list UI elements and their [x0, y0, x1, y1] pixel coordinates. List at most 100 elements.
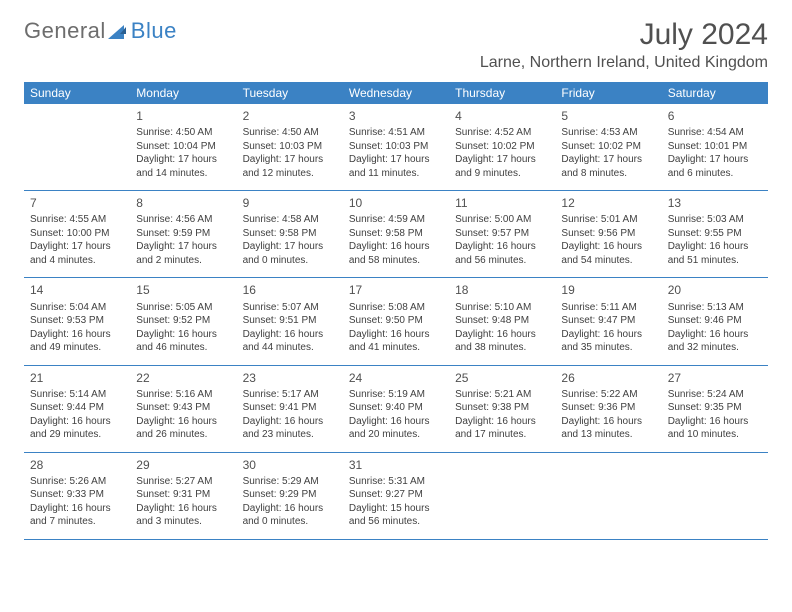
weekday-header: Thursday — [449, 82, 555, 104]
calendar-day-cell: 3 Sunrise: 4:51 AMSunset: 10:03 PMDayligh… — [343, 104, 449, 190]
day-number: 23 — [243, 370, 337, 386]
sunset-line: Sunset: 9:50 PM — [349, 314, 443, 328]
daylight-line: Daylight: 16 hours and 20 minutes. — [349, 415, 443, 442]
weekday-header: Monday — [130, 82, 236, 104]
sunrise-line: Sunrise: 4:52 AM — [455, 126, 549, 140]
sunrise-line: Sunrise: 4:56 AM — [136, 213, 230, 227]
sunset-line: Sunset: 9:55 PM — [668, 227, 762, 241]
calendar-day-cell: 17Sunrise: 5:08 AMSunset: 9:50 PMDayligh… — [343, 278, 449, 364]
daylight-line: Daylight: 16 hours and 54 minutes. — [561, 240, 655, 267]
weekday-header: Saturday — [662, 82, 768, 104]
calendar-day-cell: 29Sunrise: 5:27 AMSunset: 9:31 PMDayligh… — [130, 453, 236, 539]
day-number: 28 — [30, 457, 124, 473]
header: General Blue July 2024 Larne, Northern I… — [24, 18, 768, 72]
sunset-line: Sunset: 9:31 PM — [136, 488, 230, 502]
calendar-day-cell: 8Sunrise: 4:56 AMSunset: 9:59 PMDaylight… — [130, 191, 236, 277]
sunset-line: Sunset: 9:41 PM — [243, 401, 337, 415]
day-number: 10 — [349, 195, 443, 211]
calendar-day-cell: 30Sunrise: 5:29 AMSunset: 9:29 PMDayligh… — [237, 453, 343, 539]
day-number: 7 — [30, 195, 124, 211]
sunrise-line: Sunrise: 5:07 AM — [243, 301, 337, 315]
day-number: 4 — [455, 108, 549, 124]
sunrise-line: Sunrise: 5:22 AM — [561, 388, 655, 402]
sunrise-line: Sunrise: 5:13 AM — [668, 301, 762, 315]
sunrise-line: Sunrise: 5:01 AM — [561, 213, 655, 227]
calendar-week-row: 28Sunrise: 5:26 AMSunset: 9:33 PMDayligh… — [24, 453, 768, 540]
daylight-line: Daylight: 16 hours and 7 minutes. — [30, 502, 124, 529]
daylight-line: Daylight: 17 hours and 6 minutes. — [668, 153, 762, 180]
sunrise-line: Sunrise: 5:21 AM — [455, 388, 549, 402]
logo-sail-icon — [108, 22, 128, 40]
daylight-line: Daylight: 16 hours and 51 minutes. — [668, 240, 762, 267]
sunset-line: Sunset: 9:33 PM — [30, 488, 124, 502]
daylight-line: Daylight: 17 hours and 2 minutes. — [136, 240, 230, 267]
calendar-day-cell: 24 Sunrise: 5:19 AMSunset: 9:40 PMDayligh… — [343, 366, 449, 452]
sunset-line: Sunset: 10:03 PM — [349, 140, 443, 154]
sunrise-line: Sunrise: 5:10 AM — [455, 301, 549, 315]
sunset-line: Sunset: 10:01 PM — [668, 140, 762, 154]
daylight-line: Daylight: 16 hours and 49 minutes. — [30, 328, 124, 355]
calendar-day-cell: 22Sunrise: 5:16 AMSunset: 9:43 PMDayligh… — [130, 366, 236, 452]
calendar-day-cell: 27Sunrise: 5:24 AMSunset: 9:35 PMDayligh… — [662, 366, 768, 452]
sunset-line: Sunset: 9:53 PM — [30, 314, 124, 328]
day-number: 13 — [668, 195, 762, 211]
calendar-day-cell — [662, 453, 768, 539]
calendar-day-cell — [24, 104, 130, 190]
weekday-header: Tuesday — [237, 82, 343, 104]
calendar-day-cell: 16Sunrise: 5:07 AMSunset: 9:51 PMDayligh… — [237, 278, 343, 364]
day-number: 17 — [349, 282, 443, 298]
day-number: 25 — [455, 370, 549, 386]
calendar-day-cell: 9Sunrise: 4:58 AMSunset: 9:58 PMDaylight… — [237, 191, 343, 277]
calendar-day-cell: 1Sunrise: 4:50 AMSunset: 10:04 PMDayligh… — [130, 104, 236, 190]
calendar-day-cell — [555, 453, 661, 539]
day-number: 12 — [561, 195, 655, 211]
sunset-line: Sunset: 9:57 PM — [455, 227, 549, 241]
day-number: 5 — [561, 108, 655, 124]
day-number: 30 — [243, 457, 337, 473]
logo: General Blue — [24, 18, 177, 44]
sunset-line: Sunset: 10:03 PM — [243, 140, 337, 154]
calendar-day-cell: 28 Sunrise: 5:26 AMSunset: 9:33 PMDayligh… — [24, 453, 130, 539]
sunset-line: Sunset: 9:58 PM — [349, 227, 443, 241]
day-number: 24 — [349, 370, 443, 386]
sunset-line: Sunset: 9:38 PM — [455, 401, 549, 415]
sunrise-line: Sunrise: 5:26 AM — [30, 475, 124, 489]
daylight-line: Daylight: 15 hours and 56 minutes. — [349, 502, 443, 529]
sunrise-line: Sunrise: 5:19 AM — [349, 388, 443, 402]
daylight-line: Daylight: 16 hours and 35 minutes. — [561, 328, 655, 355]
day-number: 3 — [349, 108, 443, 124]
weekday-header: Sunday — [24, 82, 130, 104]
daylight-line: Daylight: 16 hours and 56 minutes. — [455, 240, 549, 267]
day-number: 1 — [136, 108, 230, 124]
sunset-line: Sunset: 9:40 PM — [349, 401, 443, 415]
daylight-line: Daylight: 16 hours and 17 minutes. — [455, 415, 549, 442]
daylight-line: Daylight: 16 hours and 38 minutes. — [455, 328, 549, 355]
day-number: 14 — [30, 282, 124, 298]
sunrise-line: Sunrise: 4:51 AM — [349, 126, 443, 140]
sunset-line: Sunset: 10:02 PM — [455, 140, 549, 154]
sunset-line: Sunset: 9:52 PM — [136, 314, 230, 328]
day-number: 6 — [668, 108, 762, 124]
sunrise-line: Sunrise: 4:54 AM — [668, 126, 762, 140]
calendar-day-cell: 5Sunrise: 4:53 AMSunset: 10:02 PMDayligh… — [555, 104, 661, 190]
calendar-body: 1Sunrise: 4:50 AMSunset: 10:04 PMDayligh… — [24, 104, 768, 540]
daylight-line: Daylight: 16 hours and 13 minutes. — [561, 415, 655, 442]
daylight-line: Daylight: 16 hours and 41 minutes. — [349, 328, 443, 355]
daylight-line: Daylight: 17 hours and 9 minutes. — [455, 153, 549, 180]
sunrise-line: Sunrise: 4:53 AM — [561, 126, 655, 140]
sunset-line: Sunset: 9:27 PM — [349, 488, 443, 502]
day-number: 22 — [136, 370, 230, 386]
daylight-line: Daylight: 17 hours and 11 minutes. — [349, 153, 443, 180]
sunset-line: Sunset: 9:36 PM — [561, 401, 655, 415]
calendar-day-cell: 23Sunrise: 5:17 AMSunset: 9:41 PMDayligh… — [237, 366, 343, 452]
sunrise-line: Sunrise: 5:04 AM — [30, 301, 124, 315]
calendar-day-cell — [449, 453, 555, 539]
month-title: July 2024 — [480, 18, 768, 52]
calendar-day-cell: 31Sunrise: 5:31 AMSunset: 9:27 PMDayligh… — [343, 453, 449, 539]
location-line: Larne, Northern Ireland, United Kingdom — [480, 54, 768, 72]
sunset-line: Sunset: 9:58 PM — [243, 227, 337, 241]
sunrise-line: Sunrise: 4:50 AM — [243, 126, 337, 140]
calendar-week-row: 7Sunrise: 4:55 AMSunset: 10:00 PMDayligh… — [24, 191, 768, 278]
calendar-day-cell: 19Sunrise: 5:11 AMSunset: 9:47 PMDayligh… — [555, 278, 661, 364]
sunrise-line: Sunrise: 5:27 AM — [136, 475, 230, 489]
